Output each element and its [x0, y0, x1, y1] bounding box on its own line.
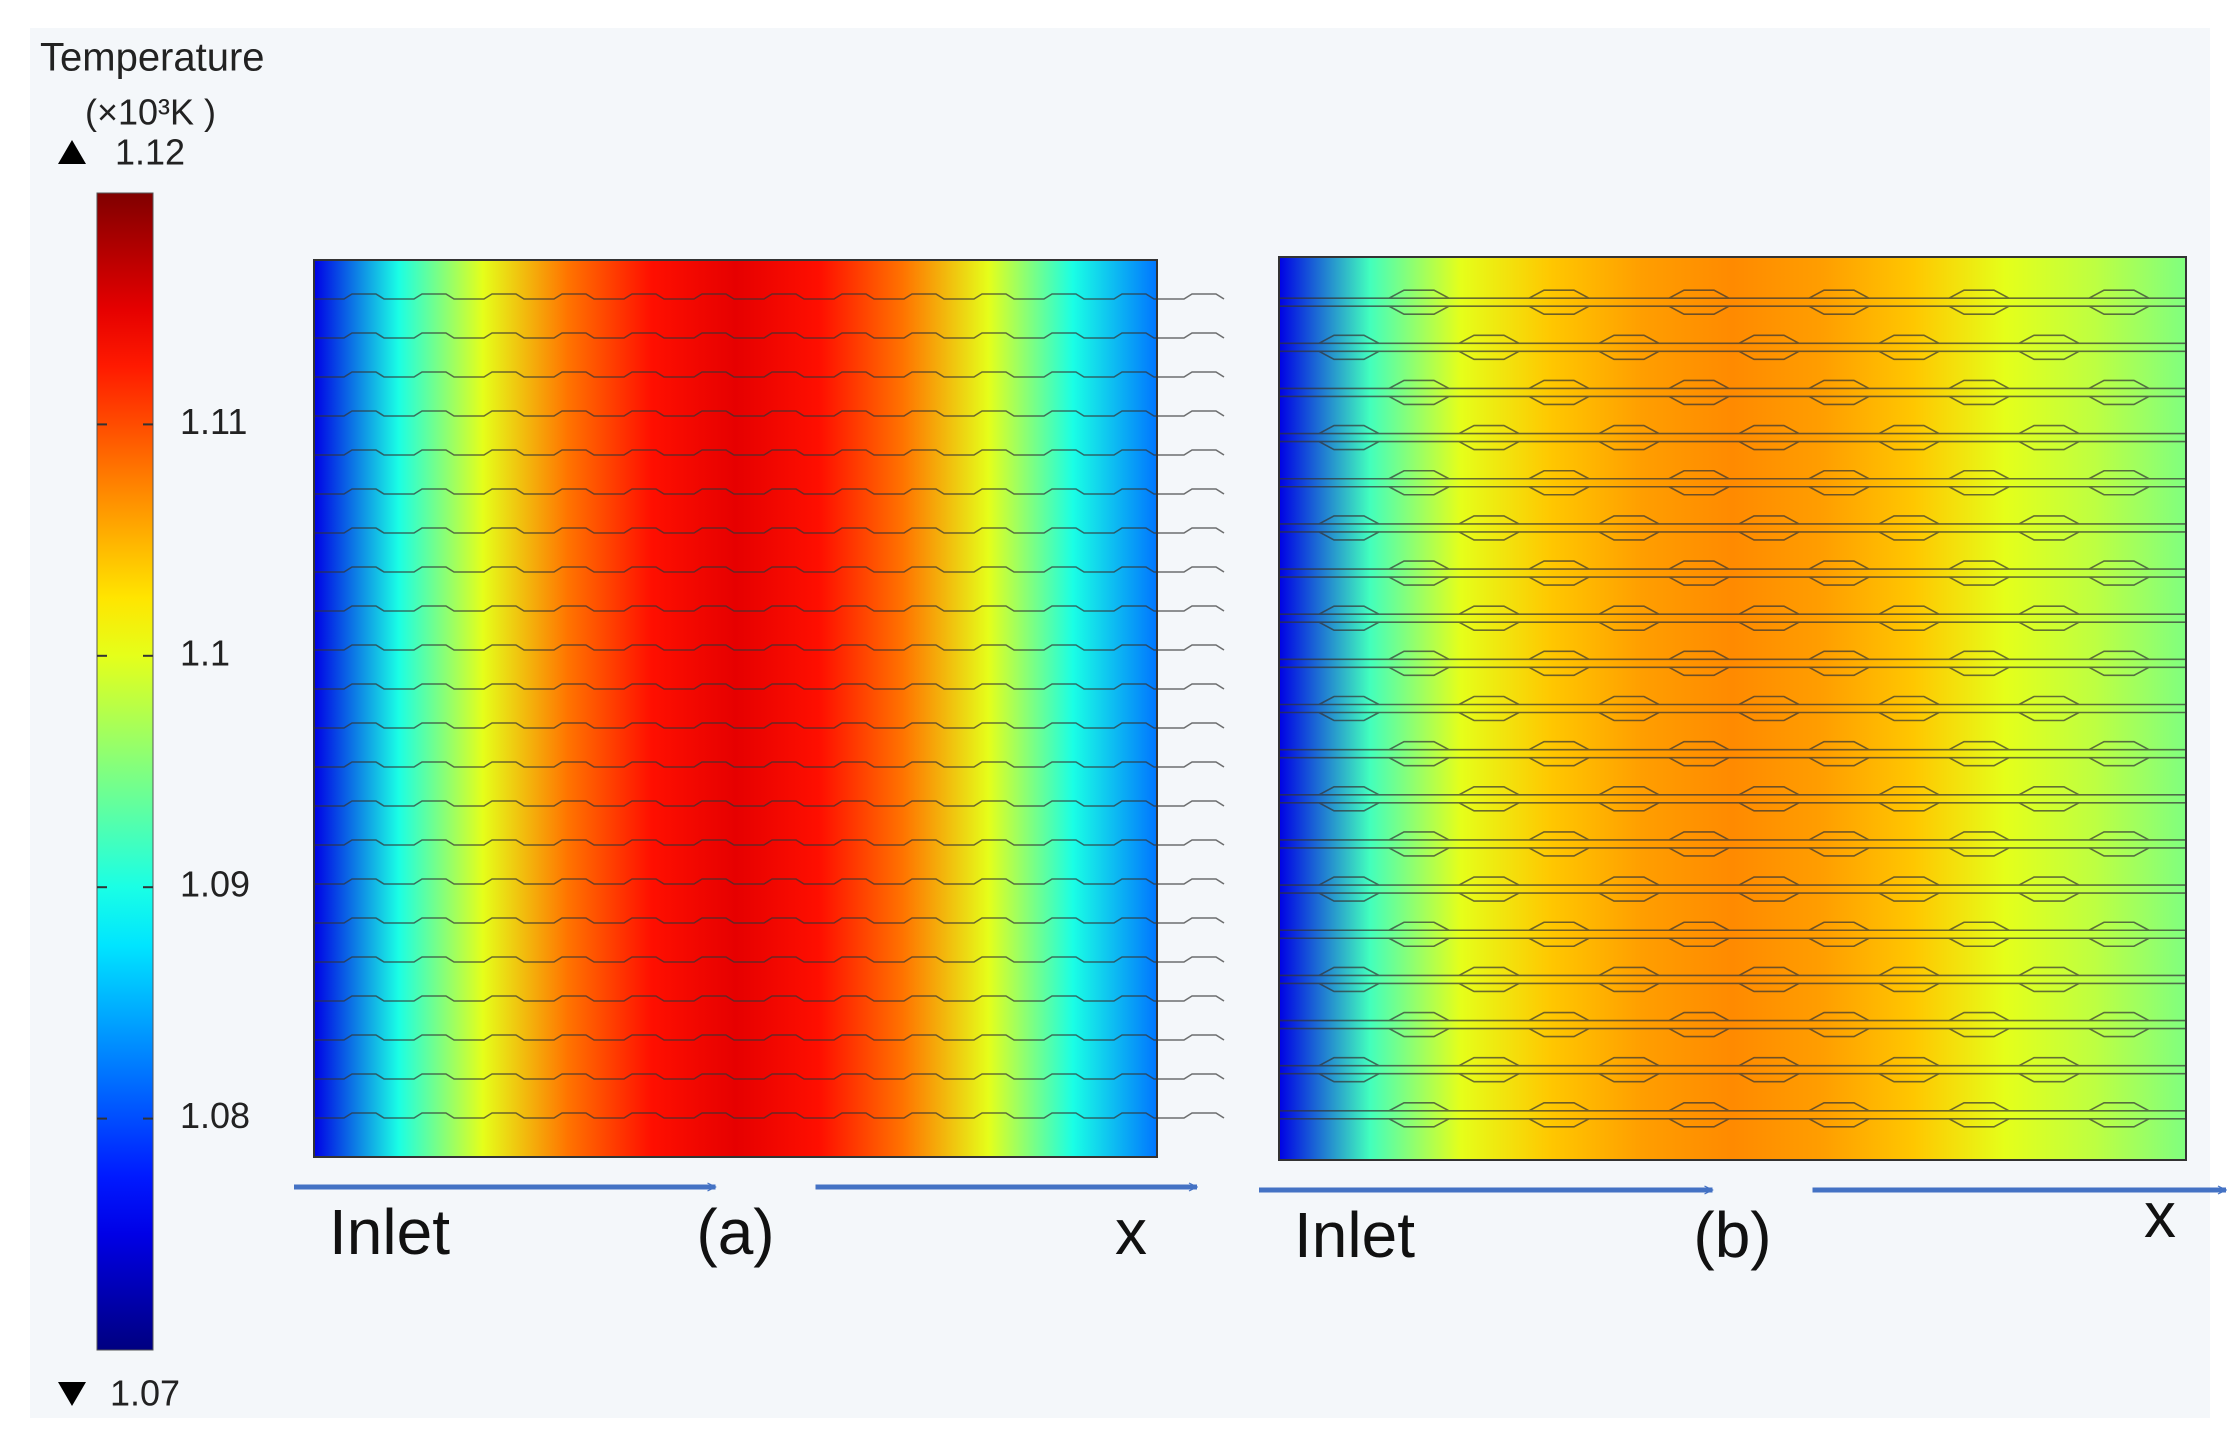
inlet-label: Inlet [1294, 1199, 1415, 1271]
temperature-segment [314, 260, 399, 1157]
inlet-label: Inlet [329, 1196, 450, 1268]
x-label: x [2144, 1179, 2176, 1251]
colorbar-tick-label: 1.09 [180, 864, 250, 905]
temperature-segment [1369, 257, 1461, 1160]
colorbar-tick-label: 1.11 [180, 401, 247, 442]
colorbar-unit: (×10³K ) [85, 92, 216, 133]
channel-outline [1279, 289, 2186, 1128]
heatmap-panel [313, 259, 1225, 1158]
colorbar-tick-label: 1.08 [180, 1095, 250, 1136]
temperature-segment [1823, 257, 1915, 1160]
temperature-segment [1732, 257, 1824, 1160]
temperature-segment [651, 260, 736, 1157]
panel-border [313, 259, 1158, 1158]
colorbar-tick-label: 1.1 [180, 632, 230, 673]
temperature-segment [1072, 260, 1158, 1157]
colorbar-max-label: 1.12 [115, 132, 185, 173]
panel-label: (b) [1693, 1199, 1771, 1271]
temperature-segment [2004, 257, 2096, 1160]
colorbar-title: Temperature [40, 36, 265, 80]
temperature-segment [1279, 257, 1371, 1160]
colorbar-min-label: 1.07 [110, 1373, 180, 1414]
temperature-segment [1913, 257, 2006, 1160]
channel-outline [314, 293, 1225, 1119]
temperature-segment [1460, 257, 1552, 1160]
temperature-segment [1641, 257, 1733, 1160]
temperature-segment [398, 260, 484, 1157]
min-triangle [58, 1382, 86, 1406]
heatmap-panel [1278, 256, 2187, 1161]
x-label: x [1115, 1196, 1147, 1268]
max-triangle [58, 140, 86, 164]
temperature-segment [735, 260, 821, 1157]
temperature-segment [1551, 257, 1643, 1160]
colorbar [96, 192, 154, 1351]
temperature-segment [566, 260, 652, 1157]
panel-label: (a) [696, 1196, 774, 1268]
temperature-segment [988, 260, 1074, 1157]
temperature-segment [2095, 257, 2187, 1160]
panel-border [1278, 256, 2187, 1161]
temperature-segment [904, 260, 989, 1157]
temperature-segment [819, 260, 905, 1157]
temperature-segment [482, 260, 568, 1157]
